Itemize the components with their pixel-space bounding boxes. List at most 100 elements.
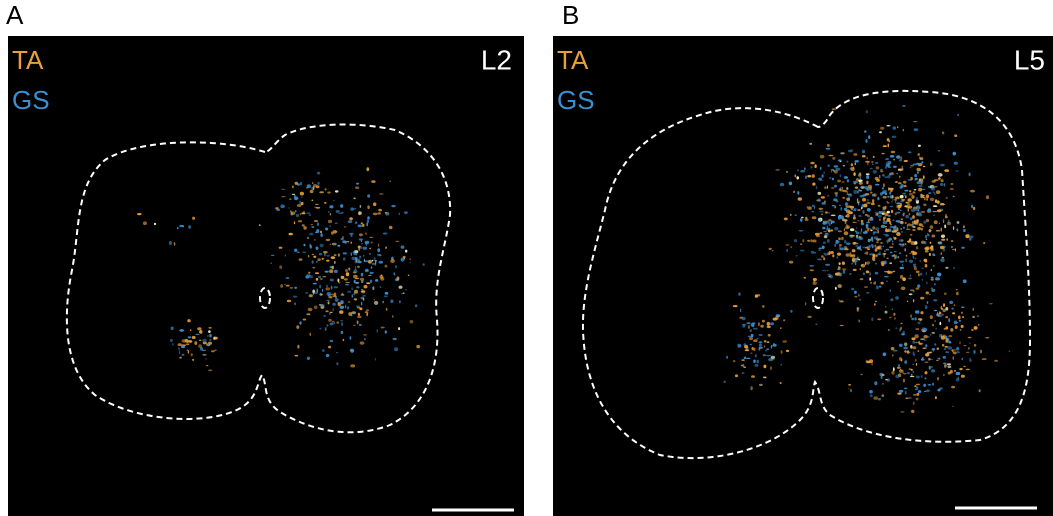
labelled-cell <box>891 354 894 357</box>
labelled-cell <box>797 191 800 195</box>
labelled-cell <box>809 265 815 267</box>
labelled-cell <box>853 190 858 194</box>
labelled-cell <box>869 271 871 276</box>
labelled-cell <box>309 189 314 194</box>
labelled-cell <box>898 364 900 367</box>
labelled-cell <box>373 300 379 305</box>
labelled-cell <box>943 374 945 376</box>
labelled-cell <box>793 190 796 194</box>
labelled-cell <box>786 248 788 252</box>
labelled-cell <box>337 253 340 257</box>
labelled-cell <box>291 185 294 189</box>
labelled-cell <box>891 209 893 214</box>
labelled-cell <box>311 260 314 264</box>
labelled-cell <box>324 328 327 331</box>
labelled-cell <box>854 186 859 189</box>
labelled-cell <box>907 240 911 244</box>
labelled-cell <box>339 310 344 314</box>
labelled-cell <box>937 150 941 152</box>
labelled-cell <box>936 200 940 204</box>
labelled-cell <box>312 186 315 191</box>
labelled-cell <box>862 231 868 234</box>
labelled-cell <box>280 204 285 209</box>
labelled-cell <box>364 268 369 273</box>
labelled-cell <box>953 349 957 351</box>
labelled-cell <box>815 323 818 325</box>
labelled-cell <box>360 222 363 225</box>
labelled-cell <box>341 322 344 326</box>
labelled-cell <box>170 326 174 331</box>
labelled-cell <box>369 271 374 274</box>
labelled-cell <box>382 300 385 304</box>
labelled-cell <box>372 286 375 291</box>
labelled-cell <box>910 208 916 212</box>
labelled-cell <box>350 234 353 237</box>
labelled-cell <box>908 397 912 399</box>
labelled-cell <box>763 364 767 369</box>
labelled-cell <box>817 258 822 261</box>
labelled-cell <box>881 212 885 215</box>
labelled-cell <box>877 214 882 218</box>
labelled-cell <box>896 232 901 237</box>
labelled-cell <box>805 175 807 179</box>
labelled-cell <box>864 261 867 266</box>
labelled-cell <box>347 306 349 310</box>
labelled-cell <box>801 216 804 219</box>
labelled-cell <box>912 299 915 303</box>
labelled-cell <box>323 251 328 254</box>
labelled-cell <box>830 251 834 254</box>
labelled-cell <box>917 169 921 172</box>
labelled-cell <box>919 318 922 322</box>
labelled-cell <box>363 334 368 336</box>
labelled-cell <box>885 161 887 166</box>
labelled-cell <box>812 281 817 285</box>
labelled-cell <box>856 198 859 203</box>
labelled-cell <box>829 177 832 179</box>
labelled-cell <box>350 207 354 211</box>
labelled-cell <box>297 220 303 223</box>
labelled-cell <box>866 214 870 218</box>
labelled-cell <box>812 182 816 186</box>
labelled-cell <box>882 245 884 248</box>
labelled-cell <box>323 314 327 318</box>
labelled-cell <box>773 342 775 346</box>
labelled-cell <box>898 389 904 393</box>
labelled-cell <box>279 265 283 269</box>
labelled-cell <box>921 267 924 269</box>
labelled-cell <box>294 210 297 213</box>
labelled-cell <box>333 292 337 297</box>
labelled-cell <box>891 254 895 257</box>
labelled-cell <box>841 261 846 265</box>
labelled-cell <box>933 299 938 302</box>
labelled-cell <box>812 278 818 281</box>
labelled-cell <box>348 267 351 270</box>
labelled-cell <box>359 307 363 311</box>
labelled-cell <box>843 176 849 179</box>
labelled-cell <box>910 240 915 245</box>
labelled-cell <box>315 185 320 189</box>
labelled-cell <box>874 281 877 284</box>
labelled-cell <box>938 177 941 180</box>
labelled-cell <box>900 218 903 220</box>
labelled-cell <box>909 252 912 254</box>
labelled-cell <box>857 190 859 194</box>
labelled-cell <box>866 208 871 212</box>
labelled-cell <box>930 276 934 279</box>
labelled-cell <box>350 364 356 368</box>
labelled-cell <box>924 377 927 380</box>
labelled-cell <box>790 246 793 248</box>
labelled-cell <box>818 247 822 250</box>
labelled-cell <box>890 189 893 193</box>
labelled-cell <box>177 343 182 346</box>
labelled-cell <box>329 278 334 282</box>
labelled-cell <box>871 317 874 322</box>
labelled-cell <box>798 230 804 232</box>
labelled-cell <box>885 306 887 308</box>
central-canal <box>259 287 271 309</box>
labelled-cell <box>904 222 907 224</box>
labelled-cell <box>952 151 957 156</box>
labelled-cell <box>319 284 321 289</box>
labelled-cell <box>345 281 351 284</box>
labelled-cell <box>910 165 914 167</box>
labelled-cell <box>894 181 898 183</box>
